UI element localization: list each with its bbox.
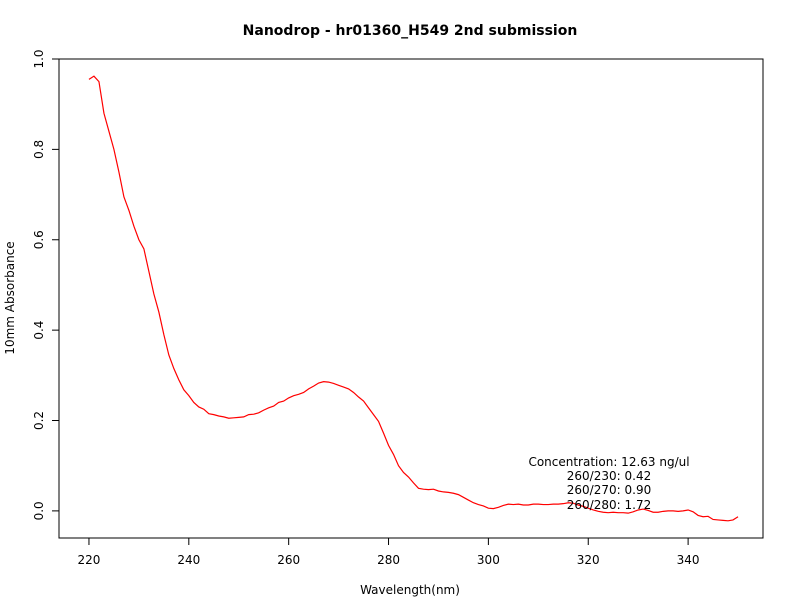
plot-frame	[58, 58, 764, 539]
annotation-ratio-260-270: 260/270: 0.90	[567, 483, 651, 497]
y-axis-label: 10mm Absorbance	[3, 241, 17, 354]
x-axis-label: Wavelength(nm)	[360, 583, 460, 597]
annotation-ratio-260-280: 260/280: 1.72	[567, 498, 651, 512]
x-tick-label-280: 280	[377, 553, 400, 567]
y-tick-label-0: 0.0	[32, 501, 46, 520]
annotation-concentration: Concentration: 12.63 ng/ul	[528, 455, 689, 469]
x-tick-label-260: 260	[277, 553, 300, 567]
y-tick-label-4: 0.8	[32, 140, 46, 159]
x-tick-label-300: 300	[477, 553, 500, 567]
x-tick-label-320: 320	[577, 553, 600, 567]
annotation-ratio-260-230: 260/230: 0.42	[567, 469, 651, 483]
y-tick-label-1: 0.2	[32, 411, 46, 430]
chart-title: Nanodrop - hr01360_H549 2nd submission	[243, 23, 578, 39]
y-tick-label-2: 0.4	[32, 321, 46, 340]
y-axis: 0.0 0.2 0.4 0.6 0.8 1.0	[32, 49, 59, 520]
y-tick-label-3: 0.6	[32, 230, 46, 249]
annotations: Concentration: 12.63 ng/ul 260/230: 0.42…	[528, 455, 689, 512]
x-tick-label-220: 220	[78, 553, 101, 567]
absorbance-line	[88, 75, 739, 522]
x-axis: 220 240 260 280 300 320 340	[78, 538, 700, 567]
x-tick-label-340: 340	[677, 553, 700, 567]
y-tick-label-5: 1.0	[32, 49, 46, 68]
x-tick-label-240: 240	[177, 553, 200, 567]
